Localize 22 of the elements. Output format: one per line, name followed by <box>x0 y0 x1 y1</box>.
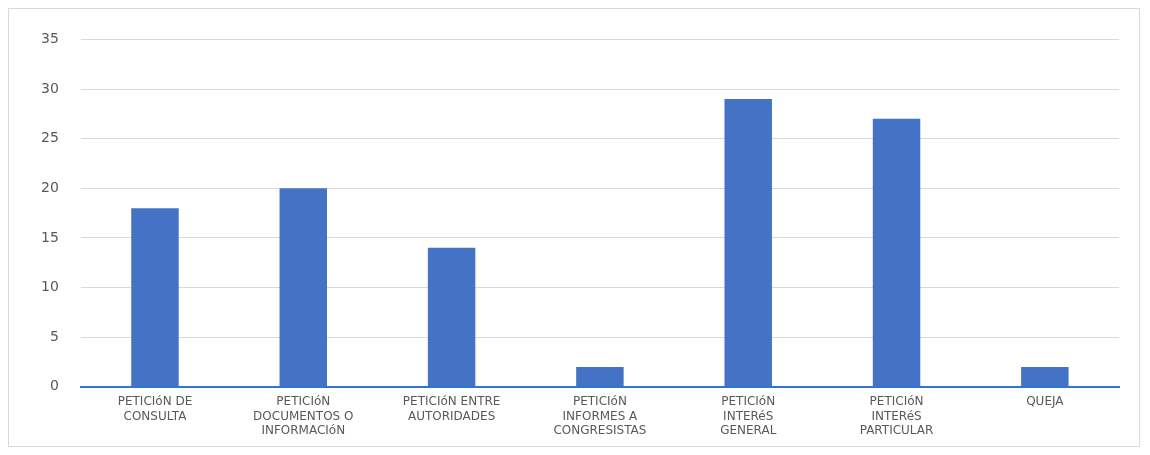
x-tick-label: PETICIóN INTERéS PARTICULAR <box>859 394 934 437</box>
y-tick-label: 15 <box>40 228 59 245</box>
y-tick-label: 0 <box>49 377 59 394</box>
bar <box>427 247 476 387</box>
bar <box>872 118 921 387</box>
bar <box>131 208 179 387</box>
x-tick-label: PETICIóN DOCUMENTOS O INFORMACIóN <box>253 394 354 437</box>
y-tick-label: 5 <box>49 327 59 344</box>
y-tick-label: 30 <box>40 79 59 96</box>
y-tick-label: 25 <box>40 129 59 146</box>
x-tick-label: PETICIóN ENTRE AUTORIDADES <box>402 394 501 423</box>
x-tick-label: PETICIóN DE CONSULTA <box>117 394 193 423</box>
bar <box>279 188 328 387</box>
y-tick-label: 20 <box>40 178 59 195</box>
x-tick-label: PETICIóN INFORMES A CONGRESISTAS <box>553 394 647 437</box>
x-tick-label: QUEJA <box>1026 394 1065 409</box>
bar <box>724 98 772 387</box>
bar <box>576 366 624 387</box>
y-tick-label: 10 <box>40 278 59 295</box>
x-tick-label: PETICIóN INTERéS GENERAL <box>720 394 777 437</box>
bar <box>1021 366 1069 387</box>
y-tick-label: 35 <box>40 30 59 47</box>
